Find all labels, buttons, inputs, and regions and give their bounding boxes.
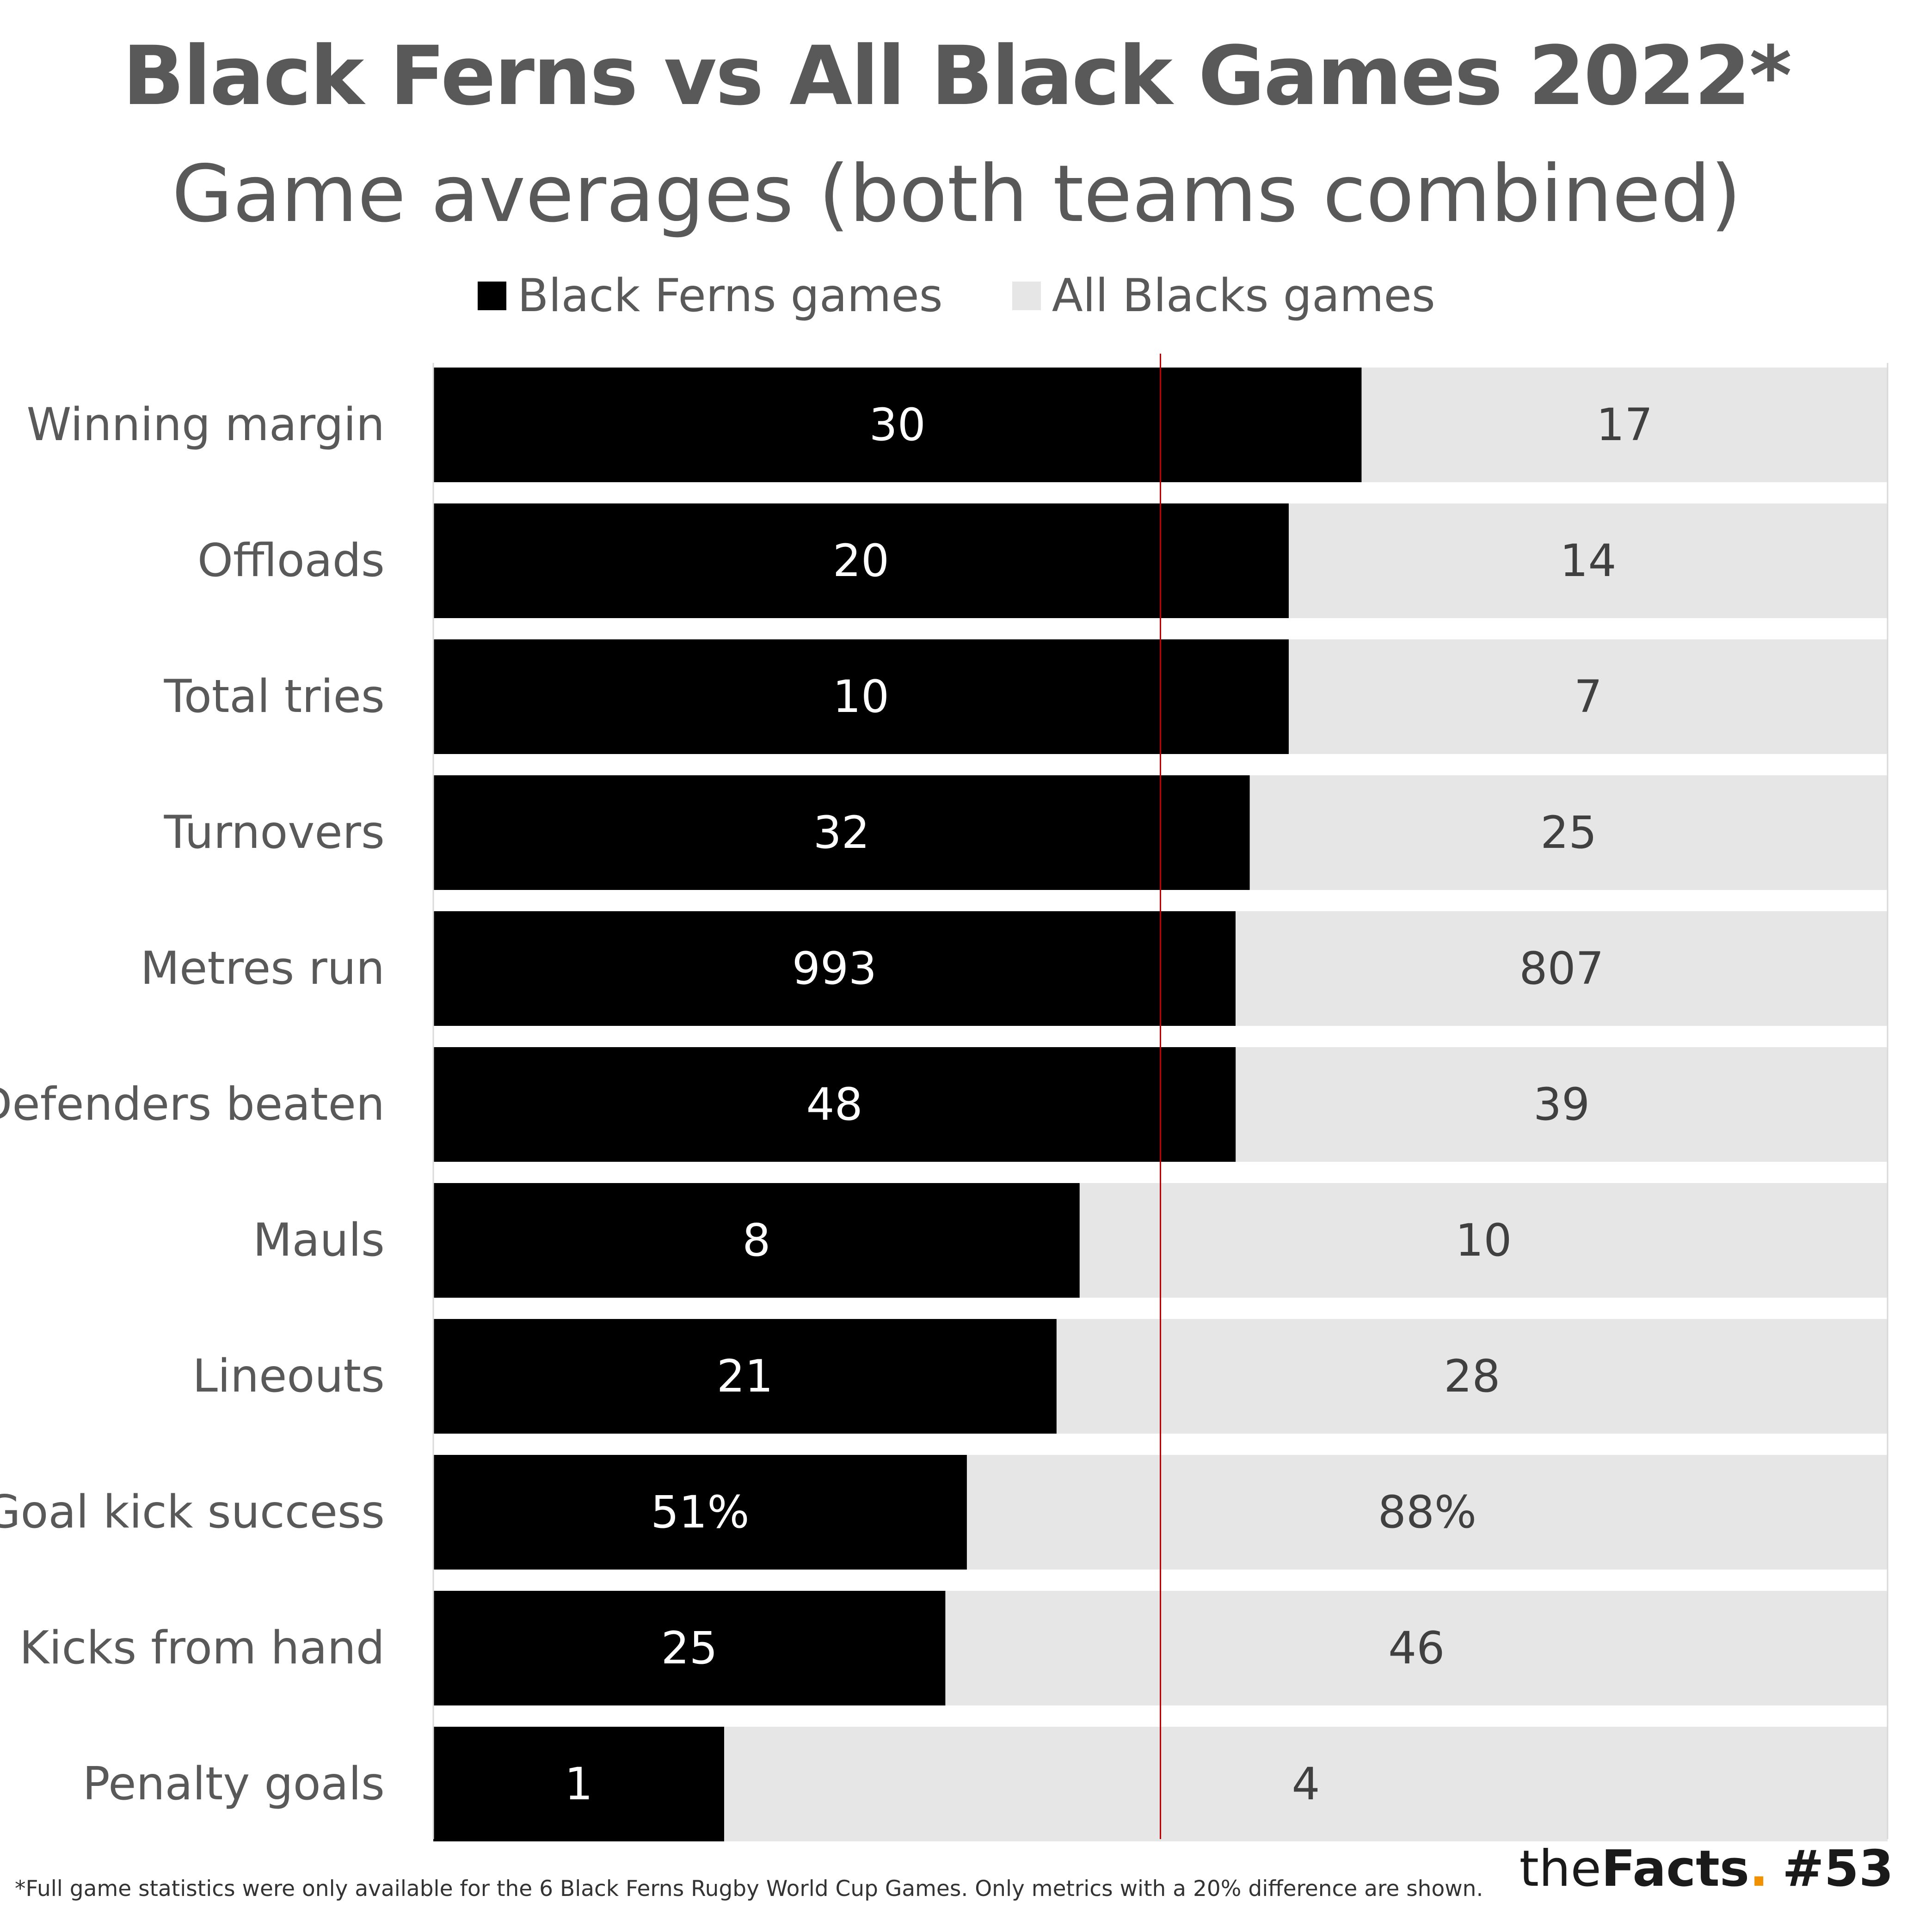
category-label-turnovers: Turnovers	[164, 806, 385, 859]
bar-all-blacks-total-tries	[1289, 639, 1888, 754]
category-label-goal-kick-success: Goal kick success	[0, 1486, 385, 1539]
legend-item-all-blacks: All Blacks games	[1012, 270, 1435, 322]
bar-all-blacks-turnovers	[1249, 775, 1888, 890]
data-label-black-ferns-goal-kick-success: 51%	[651, 1486, 749, 1538]
footnote: *Full game statistics were only availabl…	[15, 1876, 1483, 1901]
data-label-all-blacks-penalty-goals: 4	[1292, 1758, 1320, 1810]
bar-all-blacks-offloads	[1289, 503, 1888, 618]
bar-all-blacks-kicks-from-hand	[945, 1591, 1888, 1705]
data-label-black-ferns-defenders-beaten: 48	[806, 1079, 863, 1130]
chart-title: Black Ferns vs All Black Games 2022*	[122, 29, 1792, 123]
data-label-all-blacks-defenders-beaten: 39	[1533, 1079, 1590, 1130]
category-label-winning-margin: Winning margin	[26, 399, 385, 451]
data-label-all-blacks-winning-margin: 17	[1596, 399, 1653, 451]
brand-facts: Facts	[1601, 1840, 1750, 1898]
data-label-all-blacks-lineouts: 28	[1444, 1350, 1500, 1402]
data-label-all-blacks-total-tries: 7	[1574, 671, 1602, 723]
legend-swatch-all-blacks	[1012, 282, 1041, 310]
bar-black-ferns-lineouts	[433, 1319, 1057, 1434]
data-label-black-ferns-lineouts: 21	[717, 1350, 773, 1402]
data-label-black-ferns-winning-margin: 30	[869, 399, 926, 451]
bar-black-ferns-offloads	[433, 503, 1289, 618]
bar-black-ferns-mauls	[433, 1183, 1080, 1298]
brand-the: the	[1519, 1840, 1601, 1898]
legend: Black Ferns games All Blacks games	[0, 266, 1913, 326]
category-label-lineouts: Lineouts	[192, 1350, 385, 1403]
data-label-black-ferns-total-tries: 10	[833, 671, 889, 723]
bar-black-ferns-total-tries	[433, 639, 1289, 754]
legend-swatch-black-ferns	[478, 282, 507, 310]
bar-black-ferns-penalty-goals	[433, 1727, 724, 1841]
data-label-black-ferns-turnovers: 32	[813, 807, 870, 859]
legend-label-black-ferns: Black Ferns games	[517, 270, 943, 322]
data-label-black-ferns-mauls: 8	[742, 1214, 770, 1266]
data-label-all-blacks-kicks-from-hand: 46	[1388, 1622, 1445, 1674]
data-label-black-ferns-offloads: 20	[833, 535, 889, 587]
bar-all-blacks-mauls	[1079, 1183, 1888, 1298]
bar-all-blacks-metres-run	[1235, 911, 1888, 1026]
bar-black-ferns-winning-margin	[433, 368, 1362, 482]
data-label-all-blacks-turnovers: 25	[1540, 807, 1597, 859]
brand-dot: .	[1749, 1840, 1769, 1898]
bar-all-blacks-penalty-goals	[724, 1727, 1888, 1841]
bar-black-ferns-goal-kick-success	[433, 1455, 967, 1570]
chart-subtitle: Game averages (both teams combined)	[172, 148, 1741, 240]
category-label-total-tries: Total tries	[164, 670, 385, 723]
bar-black-ferns-kicks-from-hand	[433, 1591, 946, 1705]
legend-item-black-ferns: Black Ferns games	[478, 270, 943, 322]
bar-black-ferns-turnovers	[433, 775, 1250, 890]
data-label-all-blacks-offloads: 14	[1560, 535, 1616, 587]
category-label-kicks-from-hand: Kicks from hand	[19, 1622, 385, 1674]
data-label-black-ferns-penalty-goals: 1	[565, 1758, 593, 1810]
bar-all-blacks-defenders-beaten	[1236, 1047, 1888, 1162]
bar-all-blacks-lineouts	[1056, 1319, 1888, 1434]
brand-number: #53	[1782, 1840, 1894, 1898]
data-label-black-ferns-metres-run: 993	[792, 943, 877, 994]
data-label-black-ferns-kicks-from-hand: 25	[661, 1622, 718, 1674]
category-label-metres-run: Metres run	[141, 942, 385, 995]
data-label-all-blacks-metres-run: 807	[1519, 943, 1604, 994]
legend-label-all-blacks: All Blacks games	[1052, 270, 1435, 322]
bar-black-ferns-metres-run	[433, 911, 1236, 1026]
category-label-penalty-goals: Penalty goals	[83, 1758, 385, 1810]
data-label-all-blacks-goal-kick-success: 88%	[1378, 1486, 1476, 1538]
category-label-defenders-beaten: Defenders beaten	[0, 1078, 385, 1131]
bar-black-ferns-defenders-beaten	[433, 1047, 1236, 1162]
brand-logo: theFacts. #53	[1519, 1840, 1894, 1898]
category-label-mauls: Mauls	[253, 1214, 385, 1267]
category-label-offloads: Offloads	[197, 534, 385, 587]
bar-all-blacks-winning-margin	[1361, 368, 1888, 482]
bar-all-blacks-goal-kick-success	[966, 1455, 1888, 1570]
data-label-all-blacks-mauls: 10	[1455, 1214, 1512, 1266]
